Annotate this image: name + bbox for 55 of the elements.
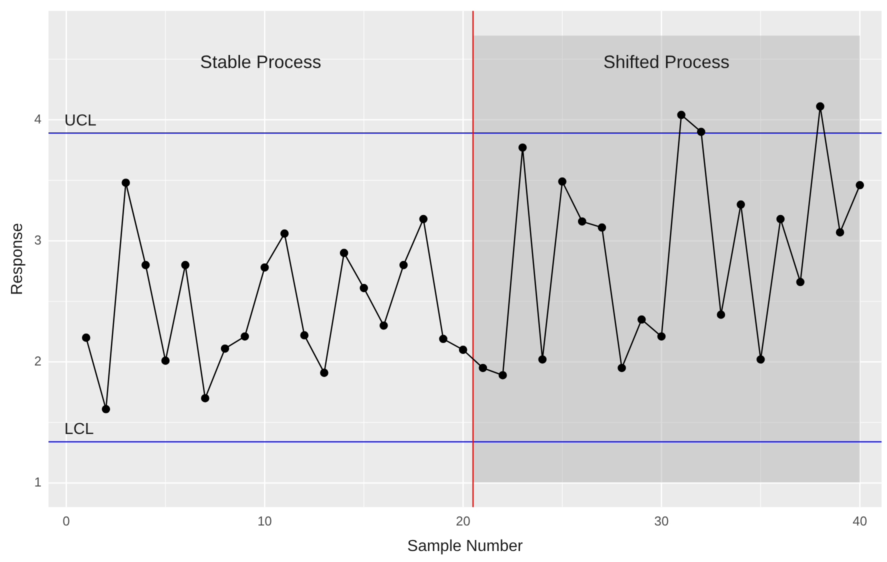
annotation: Shifted Process <box>603 52 730 72</box>
point <box>816 102 824 111</box>
point <box>598 223 606 232</box>
y-tick-label: 4 <box>34 111 42 126</box>
point <box>618 364 626 372</box>
point <box>122 178 130 187</box>
point <box>836 228 844 237</box>
point <box>716 310 726 319</box>
point <box>82 334 90 342</box>
point <box>498 371 507 380</box>
point <box>458 346 468 354</box>
point <box>360 284 368 292</box>
x-axis-title: Sample Number <box>407 538 524 555</box>
point <box>478 364 488 372</box>
x-tick-label: 30 <box>654 514 669 529</box>
point <box>756 355 765 364</box>
point <box>697 128 706 136</box>
point <box>399 260 408 270</box>
point <box>856 180 864 190</box>
x-tick-label: 40 <box>852 514 868 529</box>
y-axis-title: Response <box>9 222 26 296</box>
point <box>558 177 566 186</box>
point <box>518 143 527 152</box>
x-tick-label: 10 <box>257 514 272 529</box>
point <box>637 315 646 324</box>
point <box>320 368 328 377</box>
point <box>796 278 805 286</box>
point <box>201 394 210 402</box>
point <box>578 217 586 226</box>
point <box>300 331 309 340</box>
point <box>340 248 348 258</box>
point <box>102 404 110 414</box>
point <box>181 260 190 270</box>
y-tick-label: 3 <box>34 232 42 248</box>
ref-line-label: UCL <box>64 112 97 130</box>
point <box>538 355 547 364</box>
point <box>677 110 686 120</box>
point <box>260 263 269 272</box>
y-tick-label: 2 <box>34 353 42 368</box>
annotation: Stable Process <box>200 52 322 72</box>
point <box>776 214 785 224</box>
point <box>220 344 230 353</box>
point <box>736 200 745 209</box>
point <box>161 356 170 365</box>
point <box>380 321 388 330</box>
x-tick-label: 0 <box>62 514 70 529</box>
point <box>141 260 150 270</box>
point <box>419 214 428 224</box>
point <box>439 334 448 344</box>
ref-line-label: LCL <box>64 421 94 438</box>
point <box>240 332 249 341</box>
point <box>657 332 666 341</box>
x-tick-label: 20 <box>456 514 470 529</box>
point <box>280 229 289 238</box>
y-tick-label: 1 <box>34 474 42 490</box>
